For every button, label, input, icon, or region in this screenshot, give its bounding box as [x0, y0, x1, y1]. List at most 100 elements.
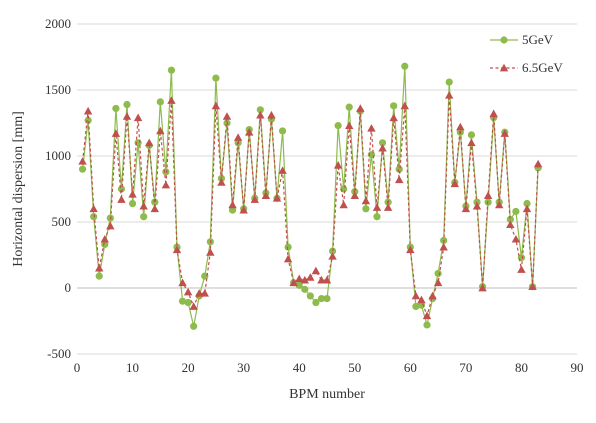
y-tick-label: -500: [47, 346, 71, 361]
data-point: [467, 138, 476, 147]
data-point: [306, 292, 314, 300]
data-point: [301, 285, 309, 293]
data-point: [78, 157, 87, 165]
data-point: [511, 234, 521, 243]
data-point: [201, 272, 209, 280]
data-point: [522, 204, 532, 213]
data-point: [428, 291, 437, 300]
data-point: [300, 275, 309, 284]
series-5gev: [78, 62, 542, 330]
data-point: [378, 143, 387, 152]
data-point: [128, 199, 137, 208]
data-point: [406, 245, 415, 254]
data-point: [323, 294, 331, 303]
x-tick-label: 50: [348, 360, 361, 375]
data-point: [228, 206, 237, 214]
data-point: [362, 205, 370, 213]
data-point: [233, 133, 243, 141]
legend-label: 5GeV: [522, 32, 554, 47]
data-point: [395, 175, 404, 184]
data-point: [417, 301, 426, 309]
data-point: [289, 278, 298, 287]
data-point: [311, 266, 321, 275]
data-point: [378, 139, 387, 147]
series-layer: [78, 62, 543, 330]
data-point: [167, 96, 176, 104]
data-point: [167, 66, 176, 74]
data-point: [256, 106, 264, 114]
x-tick-label: 80: [515, 360, 528, 375]
data-point: [178, 278, 187, 287]
data-point: [383, 203, 393, 211]
data-point: [512, 207, 520, 216]
data-point: [162, 168, 170, 176]
data-point: [317, 294, 326, 303]
data-point: [123, 100, 131, 109]
data-point: [117, 195, 126, 203]
series-6-5gev: [78, 91, 543, 320]
data-point: [506, 220, 515, 228]
x-tick-label: 60: [404, 360, 417, 375]
data-point: [156, 126, 165, 135]
data-point: [95, 264, 104, 272]
data-point: [217, 178, 226, 186]
data-point: [434, 269, 442, 278]
data-point: [356, 104, 365, 112]
data-point: [134, 139, 142, 147]
data-point: [278, 127, 287, 135]
y-tick-label: 0: [65, 280, 72, 295]
data-point: [412, 302, 420, 311]
data-point: [111, 129, 121, 137]
y-tick-label: 1500: [45, 82, 71, 97]
data-point: [83, 106, 93, 115]
x-tick-label: 10: [126, 360, 139, 375]
x-tick-label: 20: [182, 360, 195, 375]
data-point: [411, 291, 421, 300]
x-tick-label: 40: [293, 360, 306, 375]
y-tick-label: 2000: [45, 16, 71, 31]
data-point: [517, 265, 526, 273]
data-point: [222, 112, 232, 120]
data-point: [228, 200, 237, 209]
data-point: [390, 102, 398, 110]
data-point: [506, 215, 514, 223]
legend-entry: 5GeV: [490, 32, 554, 47]
data-point: [117, 185, 126, 193]
data-point: [283, 254, 293, 263]
series-line: [82, 95, 539, 318]
data-point: [361, 196, 371, 205]
data-point: [206, 248, 215, 256]
data-point: [145, 138, 154, 147]
data-point: [339, 200, 348, 209]
data-point: [211, 101, 221, 110]
data-point: [106, 221, 115, 230]
data-point: [178, 297, 187, 305]
data-point: [456, 122, 465, 131]
x-tick-label: 90: [571, 360, 584, 375]
data-point: [245, 128, 254, 136]
data-point: [445, 91, 454, 99]
data-point: [350, 191, 359, 199]
x-axis-title: BPM number: [289, 387, 365, 402]
data-point: [373, 213, 381, 221]
data-point: [184, 298, 192, 307]
data-point: [312, 298, 320, 307]
legend-marker: [499, 63, 509, 72]
data-point: [395, 165, 403, 173]
data-point: [78, 165, 87, 173]
data-point: [483, 191, 493, 199]
data-point: [156, 98, 164, 106]
data-point: [500, 129, 509, 137]
data-point: [267, 110, 276, 119]
data-point: [284, 243, 292, 251]
data-point: [422, 311, 432, 320]
x-tick-label: 0: [74, 360, 81, 375]
gridlines: [77, 23, 577, 355]
data-point: [489, 109, 498, 118]
data-point: [528, 282, 537, 291]
data-point: [295, 281, 303, 289]
series-line: [82, 66, 539, 327]
data-point: [450, 179, 459, 188]
